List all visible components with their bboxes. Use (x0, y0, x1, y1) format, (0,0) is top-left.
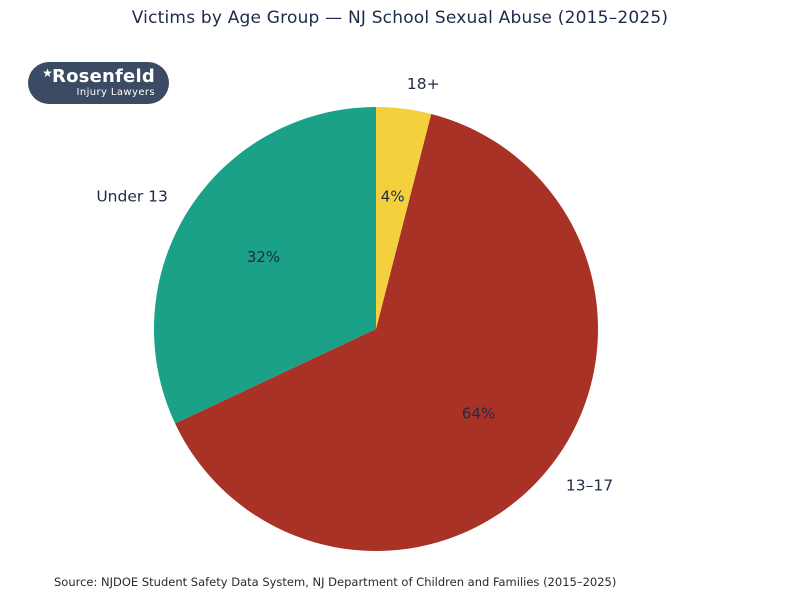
logo-brand-text: Rosenfeld (52, 66, 155, 87)
pie-category-label-18+: 18+ (407, 75, 440, 93)
pie-slice-13-17 (175, 113, 599, 551)
pie-percent-label-under-13: 32% (247, 248, 280, 266)
source-caption: Source: NJDOE Student Safety Data System… (54, 575, 617, 589)
pie-percent-label-18+: 4% (381, 187, 405, 205)
logo-tagline: Injury Lawyers (76, 87, 155, 98)
pie-category-label-13-17: 13–17 (566, 477, 613, 495)
rosenfeld-logo: ★ Rosenfeld Injury Lawyers (28, 62, 169, 104)
pie-slice-under-13 (154, 107, 376, 424)
star-icon: ★ (42, 66, 54, 80)
pie-category-label-under-13: Under 13 (96, 188, 168, 206)
pie-slice-18+ (376, 107, 432, 329)
pie-percent-label-13-17: 64% (462, 404, 495, 422)
logo-brand: ★ Rosenfeld (42, 66, 155, 87)
chart-title: Victims by Age Group — NJ School Sexual … (131, 8, 669, 28)
